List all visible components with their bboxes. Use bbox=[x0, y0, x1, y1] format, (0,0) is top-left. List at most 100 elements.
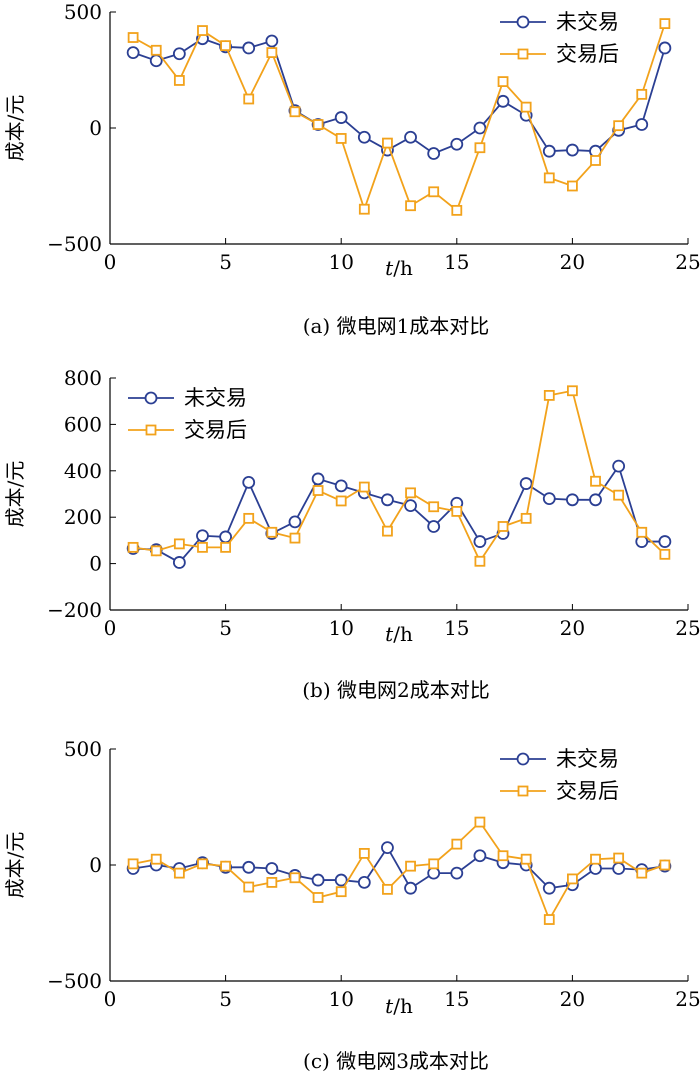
data-point bbox=[613, 489, 625, 501]
series-traded bbox=[127, 385, 671, 567]
data-point bbox=[473, 121, 487, 135]
data-point bbox=[382, 137, 393, 149]
data-point bbox=[243, 881, 255, 893]
x-tick-label: 25 bbox=[675, 987, 700, 1011]
data-point bbox=[496, 94, 510, 108]
y-tick-label: 500 bbox=[64, 0, 102, 24]
data-point bbox=[404, 499, 417, 513]
x-tick-label: 0 bbox=[104, 250, 117, 274]
x-tick-label: 15 bbox=[444, 250, 469, 274]
data-point bbox=[659, 548, 671, 560]
data-point bbox=[543, 914, 555, 925]
series-traded bbox=[127, 816, 671, 925]
x-tick-label: 5 bbox=[219, 987, 232, 1011]
x-axis-label-var: t bbox=[385, 994, 394, 1018]
data-point bbox=[172, 47, 186, 61]
data-point bbox=[451, 204, 463, 216]
data-point bbox=[357, 130, 371, 144]
data-point bbox=[659, 859, 671, 871]
data-point bbox=[428, 858, 440, 870]
data-point bbox=[428, 186, 440, 198]
data-point bbox=[382, 525, 393, 537]
legend-swatch-marker bbox=[144, 391, 158, 405]
x-tick-label: 20 bbox=[560, 250, 585, 274]
series-line bbox=[132, 820, 666, 922]
data-point bbox=[613, 852, 625, 864]
data-point bbox=[150, 44, 162, 56]
y-tick-label: 0 bbox=[89, 116, 102, 140]
data-point bbox=[590, 155, 601, 166]
data-point bbox=[334, 479, 348, 493]
x-tick-label: 20 bbox=[560, 987, 585, 1011]
data-point bbox=[381, 493, 394, 507]
data-point bbox=[173, 75, 185, 86]
y-tick-label: 0 bbox=[89, 853, 102, 877]
data-point bbox=[126, 46, 140, 59]
data-point bbox=[542, 881, 556, 895]
x-axis-label-unit: /h bbox=[393, 256, 413, 280]
chart-caption: (b) 微电网2成本对比 bbox=[302, 678, 490, 702]
data-point bbox=[659, 18, 671, 30]
data-point bbox=[312, 892, 324, 903]
data-point bbox=[173, 538, 185, 550]
data-point bbox=[382, 883, 393, 895]
data-point bbox=[427, 866, 441, 880]
data-point bbox=[636, 867, 648, 879]
y-axis-label: 成本/元 bbox=[3, 832, 27, 899]
data-point bbox=[590, 853, 601, 865]
y-tick-label: 800 bbox=[64, 366, 102, 390]
legend-label: 交易后 bbox=[184, 418, 247, 442]
data-point bbox=[404, 881, 417, 895]
data-point bbox=[196, 529, 209, 543]
x-tick-label: 5 bbox=[219, 616, 232, 640]
data-point bbox=[150, 853, 162, 865]
data-point bbox=[219, 530, 233, 544]
x-tick-label: 0 bbox=[104, 987, 117, 1011]
legend-label: 未交易 bbox=[184, 386, 247, 410]
legend-swatch-marker bbox=[517, 48, 529, 60]
data-point bbox=[589, 862, 602, 875]
data-point bbox=[312, 485, 324, 496]
data-point bbox=[127, 858, 139, 870]
data-point bbox=[473, 535, 487, 548]
data-point bbox=[590, 475, 601, 487]
data-point bbox=[589, 493, 602, 507]
data-point bbox=[358, 848, 370, 859]
x-axis-label-unit: /h bbox=[393, 622, 413, 646]
data-point bbox=[127, 32, 139, 43]
data-point bbox=[405, 487, 416, 499]
x-tick-label: 10 bbox=[328, 616, 353, 640]
data-point bbox=[150, 545, 162, 557]
data-point bbox=[149, 54, 163, 68]
data-point bbox=[542, 492, 556, 506]
legend-label: 交易后 bbox=[556, 42, 619, 66]
data-point bbox=[635, 118, 649, 131]
series-untraded bbox=[126, 841, 672, 895]
series-traded bbox=[127, 18, 671, 216]
legend-swatch-marker bbox=[516, 15, 530, 29]
y-tick-label: 200 bbox=[64, 505, 102, 529]
data-point bbox=[450, 866, 464, 880]
data-point bbox=[357, 876, 371, 889]
data-point bbox=[567, 385, 578, 397]
data-point bbox=[497, 76, 509, 87]
data-point bbox=[566, 143, 579, 157]
x-tick-label: 10 bbox=[328, 250, 353, 274]
data-point bbox=[658, 535, 672, 548]
data-point bbox=[334, 111, 348, 124]
data-point bbox=[358, 203, 370, 215]
x-tick-label: 0 bbox=[104, 616, 117, 640]
data-point bbox=[427, 520, 441, 533]
x-tick-label: 5 bbox=[219, 250, 232, 274]
x-axis-label-unit: /h bbox=[393, 994, 413, 1018]
data-point bbox=[543, 389, 555, 401]
data-point bbox=[266, 47, 278, 58]
legend-label: 未交易 bbox=[556, 10, 619, 34]
chart-caption: (c) 微电网3成本对比 bbox=[303, 1049, 489, 1073]
data-point bbox=[566, 493, 579, 507]
x-axis-label-var: t bbox=[385, 622, 394, 646]
